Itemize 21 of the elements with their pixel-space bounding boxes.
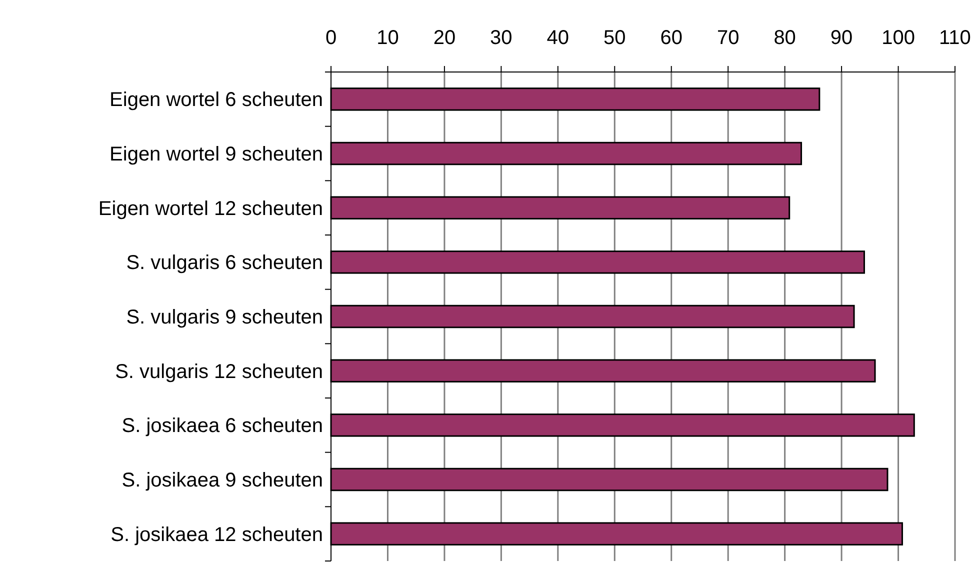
y-tick-label: S. vulgaris 6 scheuten [126, 252, 323, 274]
y-tick-label: Eigen wortel 12 scheuten [98, 198, 323, 220]
x-tick-label: 80 [774, 27, 796, 49]
x-tick-label: 60 [660, 27, 682, 49]
x-tick-label: 90 [830, 27, 853, 49]
x-tick-label: 110 [939, 27, 971, 49]
x-tick-label: 30 [490, 27, 512, 49]
x-tick-label: 10 [376, 27, 399, 49]
x-tick-label: 40 [546, 27, 570, 49]
x-tick-label: 0 [325, 27, 337, 49]
x-tick-label: 50 [604, 27, 626, 49]
x-tick-label: 20 [433, 27, 456, 49]
y-tick-label: S. josikaea 9 scheuten [122, 470, 323, 492]
y-tick-label: S. vulgaris 12 scheuten [115, 360, 323, 383]
x-tick-label: 100 [882, 27, 915, 49]
y-tick-label: Eigen wortel 9 scheuten [110, 144, 323, 166]
y-tick-label: S. josikaea 12 scheuten [110, 524, 323, 546]
y-tick-label: S. vulgaris 9 scheuten [126, 306, 323, 328]
x-tick-label: 70 [716, 27, 740, 49]
y-tick-label: Eigen wortel 6 scheuten [110, 89, 323, 112]
y-tick-label: S. josikaea 6 scheuten [122, 415, 323, 438]
